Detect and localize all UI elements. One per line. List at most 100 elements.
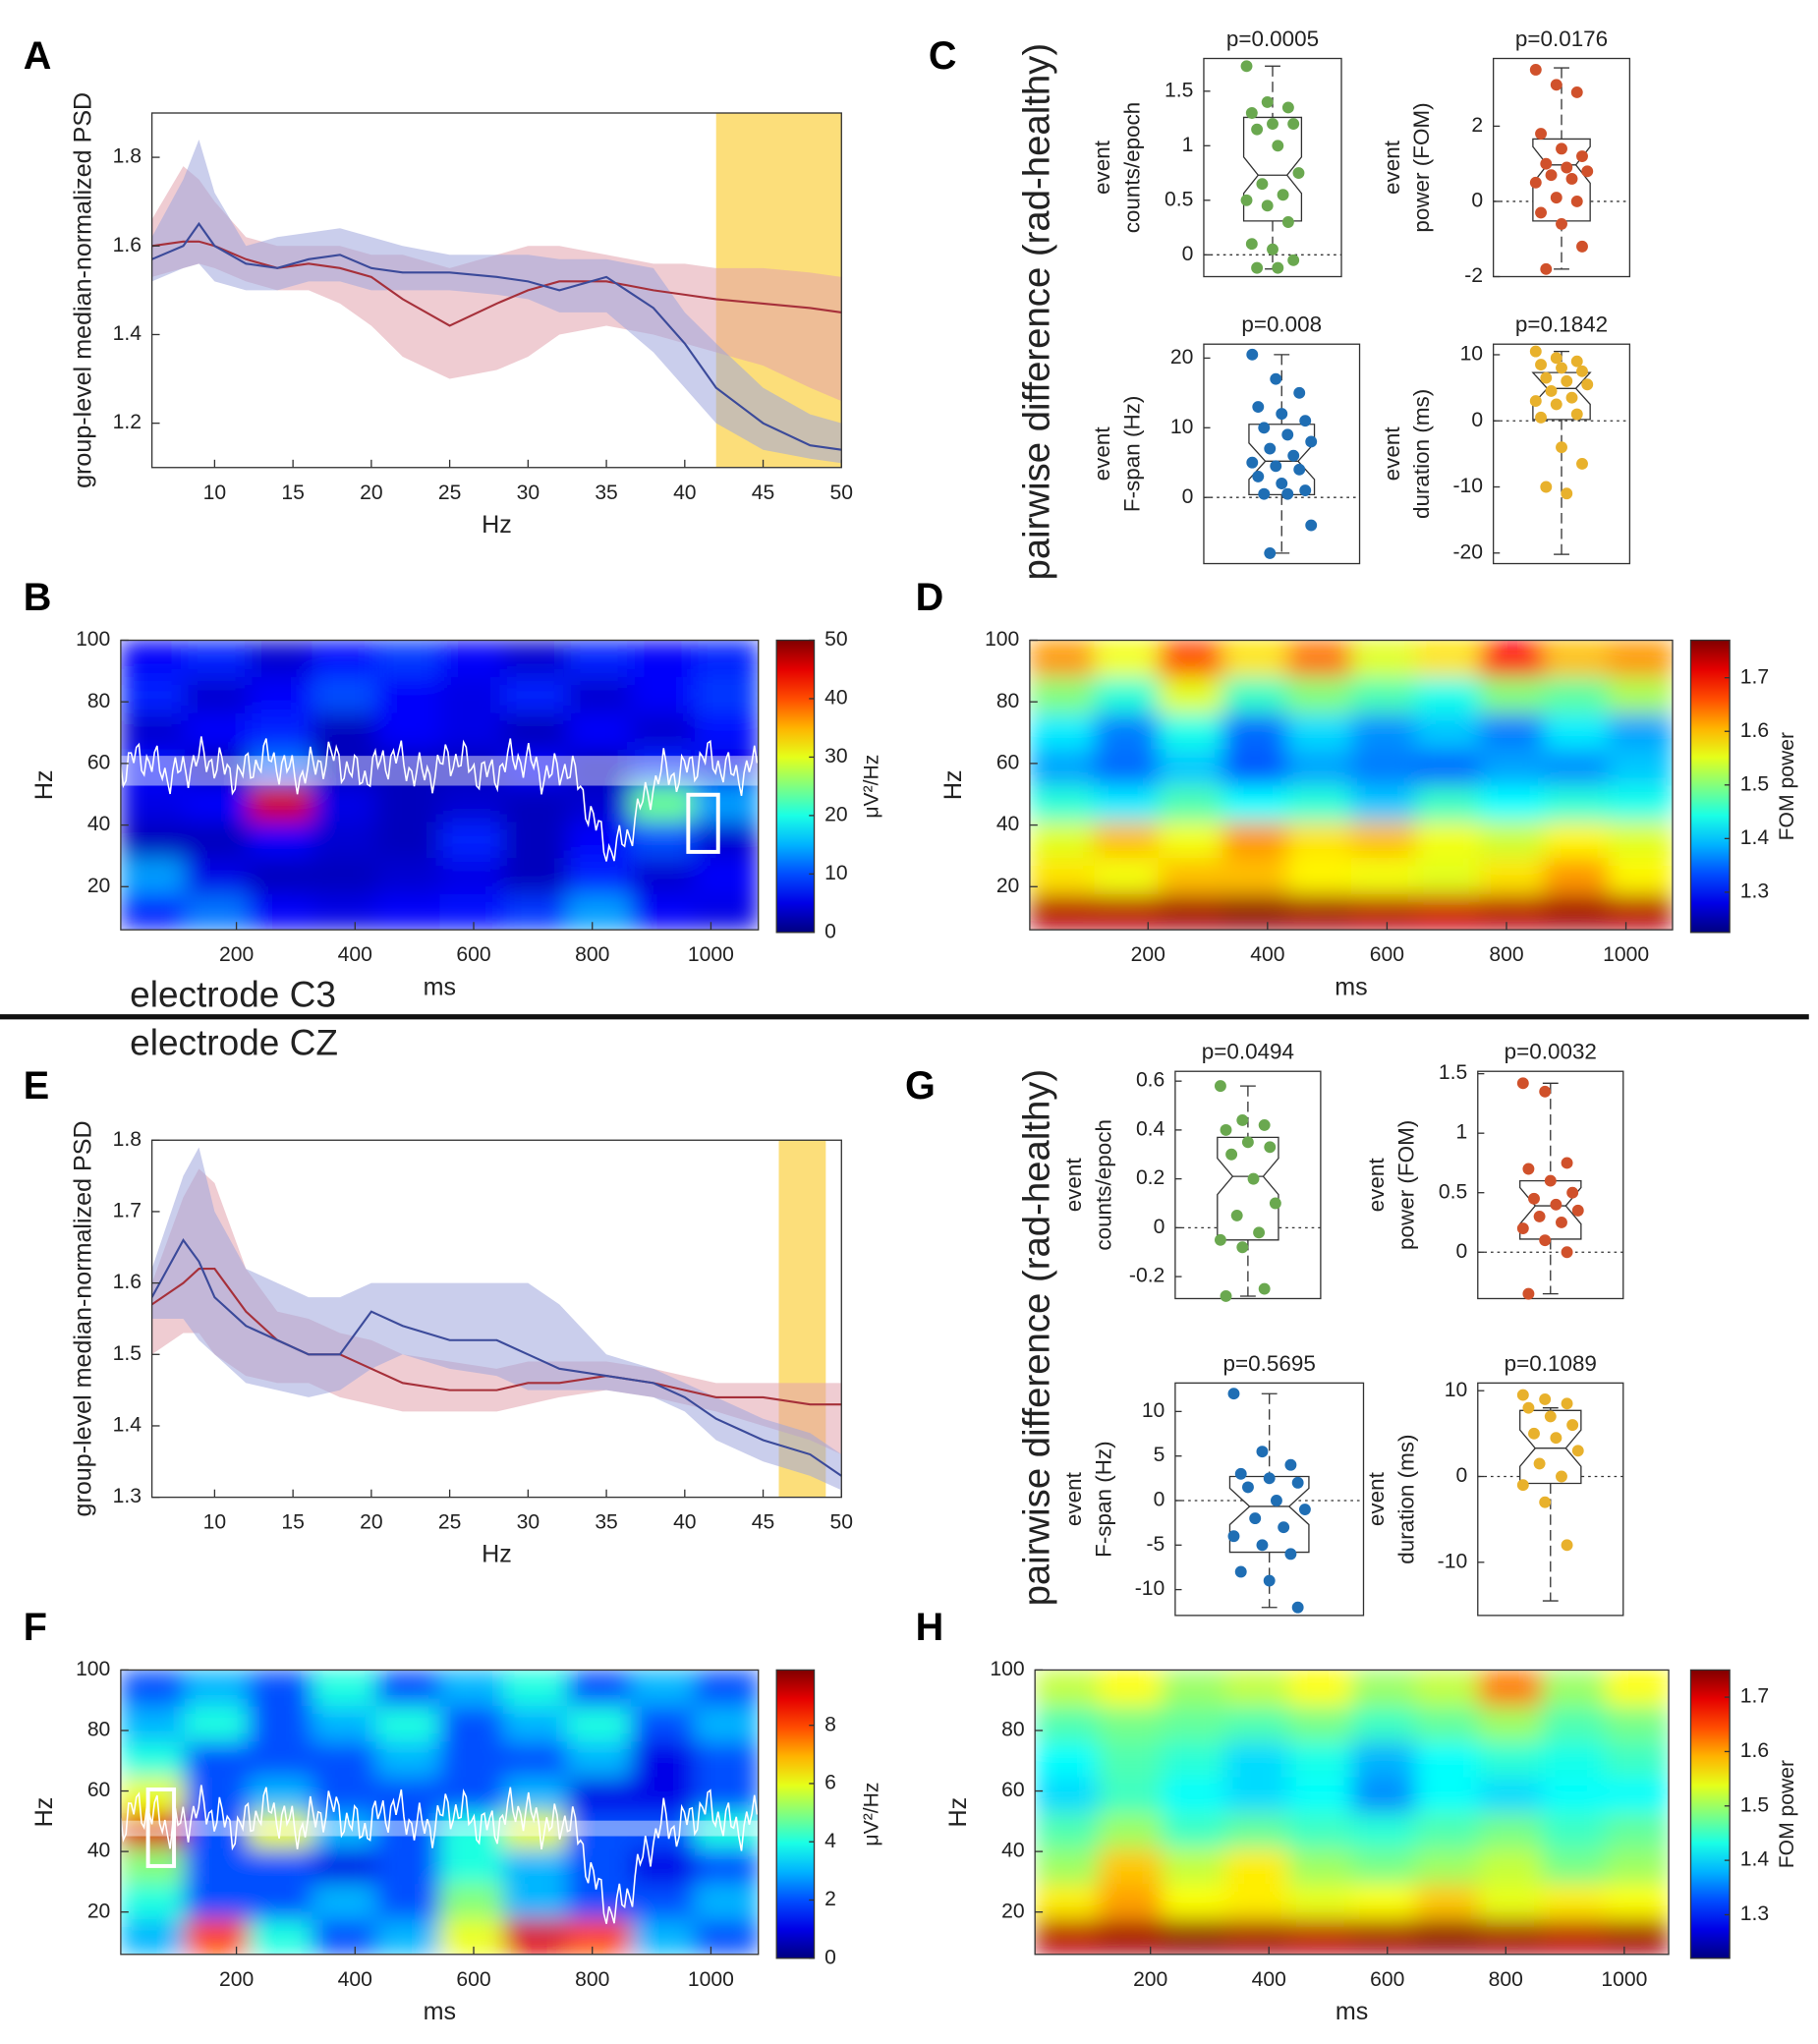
point <box>1214 1233 1226 1246</box>
point <box>1284 1458 1297 1471</box>
point <box>1571 1445 1584 1457</box>
heatmap-cell <box>1035 1918 1100 1955</box>
heatmap-cell <box>1288 1918 1353 1955</box>
x-tick-label: 1000 <box>1603 943 1649 966</box>
heatmap-cell <box>184 857 250 895</box>
y-axis-label: Hz <box>30 1797 58 1828</box>
event-box <box>686 792 720 854</box>
heatmap-cell <box>1542 1705 1607 1742</box>
x-tick-label: 400 <box>1250 943 1284 966</box>
point <box>1539 1085 1552 1098</box>
y-tick-label: 60 <box>996 751 1020 773</box>
point <box>1571 1204 1584 1217</box>
heatmap-cell <box>120 1918 186 1955</box>
heatmap-cell <box>1029 749 1095 786</box>
y-tick-label: 0 <box>1182 243 1194 265</box>
heatmap-cell <box>1479 676 1545 713</box>
heatmap-cell <box>248 784 313 823</box>
heatmap-cell <box>630 893 696 931</box>
x-tick-label: 20 <box>360 482 383 504</box>
point <box>1256 1446 1269 1458</box>
heatmap-cell <box>312 712 377 750</box>
heatmap-cell <box>503 1847 568 1885</box>
heatmap-cell <box>1544 712 1610 750</box>
y-tick-label: 0.5 <box>1165 188 1193 210</box>
heatmap-cell <box>1542 1918 1607 1955</box>
point <box>1556 1470 1567 1483</box>
x-tick-label: 400 <box>1252 1968 1286 1991</box>
point <box>1533 1210 1546 1222</box>
point <box>1258 422 1271 434</box>
heatmap-cell <box>184 1883 250 1920</box>
heatmap-cell <box>1286 676 1352 713</box>
heatmap-cell <box>1608 640 1673 677</box>
point <box>1246 456 1259 469</box>
heatmap-cell <box>375 1740 440 1778</box>
y-axis-label: power (FOM) <box>1409 102 1434 232</box>
heatmap-cell <box>1478 1776 1543 1813</box>
heatmap-cell <box>439 1918 504 1955</box>
point <box>1516 1077 1529 1090</box>
subplot-title: p=0.008 <box>1241 312 1322 337</box>
heatmap-cell <box>184 1740 250 1778</box>
heatmap-cell <box>1351 1705 1416 1742</box>
y-axis-label: Hz <box>944 1797 972 1828</box>
point <box>1540 262 1553 275</box>
y-axis-label: group-level median-normalized PSD <box>70 92 97 488</box>
heatmap-cell <box>1608 821 1673 859</box>
heatmap-cell <box>1415 1918 1480 1955</box>
x-tick-label: 200 <box>219 943 254 966</box>
heatmap-cell <box>694 676 759 713</box>
heatmap-cell <box>375 1847 440 1885</box>
heatmap-cell <box>312 1883 377 1920</box>
point <box>1561 1246 1573 1259</box>
point <box>1270 1495 1282 1506</box>
heatmap-cells <box>1035 1670 1670 1955</box>
heatmap <box>1035 1670 1670 1955</box>
point <box>1247 1172 1260 1185</box>
plot-area <box>151 1140 842 1498</box>
heatmap-cell <box>1351 1670 1416 1707</box>
heatmap-cell <box>1029 640 1095 677</box>
point <box>1516 1479 1529 1492</box>
y-tick-label: 80 <box>87 690 111 712</box>
panel-letter: E <box>24 1064 49 1107</box>
point <box>1550 79 1562 91</box>
heatmap-cell <box>1605 1740 1670 1778</box>
heatmap-cell <box>567 1740 632 1778</box>
point <box>1529 176 1542 189</box>
point <box>1561 161 1573 174</box>
heatmap-cell <box>1286 784 1352 823</box>
panel-letter: F <box>24 1606 47 1649</box>
point <box>1561 1157 1573 1169</box>
heatmap-cell <box>1029 857 1095 895</box>
heatmap-cell <box>1162 1918 1226 1955</box>
heatmap-cell <box>1094 712 1160 750</box>
y-tick-label: 10 <box>1170 416 1194 438</box>
y-tick-label: 80 <box>996 690 1020 712</box>
heatmap-cell <box>439 857 504 895</box>
y-axis-label: duration (ms) <box>1393 1434 1418 1563</box>
y-axis-label: power (FOM) <box>1393 1120 1418 1250</box>
heatmap <box>120 1670 759 1955</box>
x-tick-label: 30 <box>517 482 540 504</box>
point <box>1240 194 1253 206</box>
y-tick-label: 2 <box>1471 114 1483 137</box>
heatmap-cell <box>1415 1812 1480 1848</box>
colorbar-tick-label: 30 <box>824 745 848 767</box>
heatmap-cell <box>1544 857 1610 895</box>
heatmap-cell <box>120 640 186 677</box>
heatmap-cell <box>1544 749 1610 786</box>
point <box>1291 1601 1304 1614</box>
point <box>1214 1080 1226 1093</box>
x-tick-label: 40 <box>673 482 697 504</box>
point <box>1281 101 1294 114</box>
plot-frame <box>1492 57 1631 278</box>
line <box>151 1268 842 1406</box>
heatmap-cell <box>184 640 250 677</box>
panel-letter: G <box>905 1064 936 1107</box>
y-axis-label: duration (ms) <box>1409 389 1434 519</box>
point <box>1251 261 1264 274</box>
heatmap-cell <box>312 749 377 786</box>
heatmap-cell <box>1224 1740 1289 1778</box>
